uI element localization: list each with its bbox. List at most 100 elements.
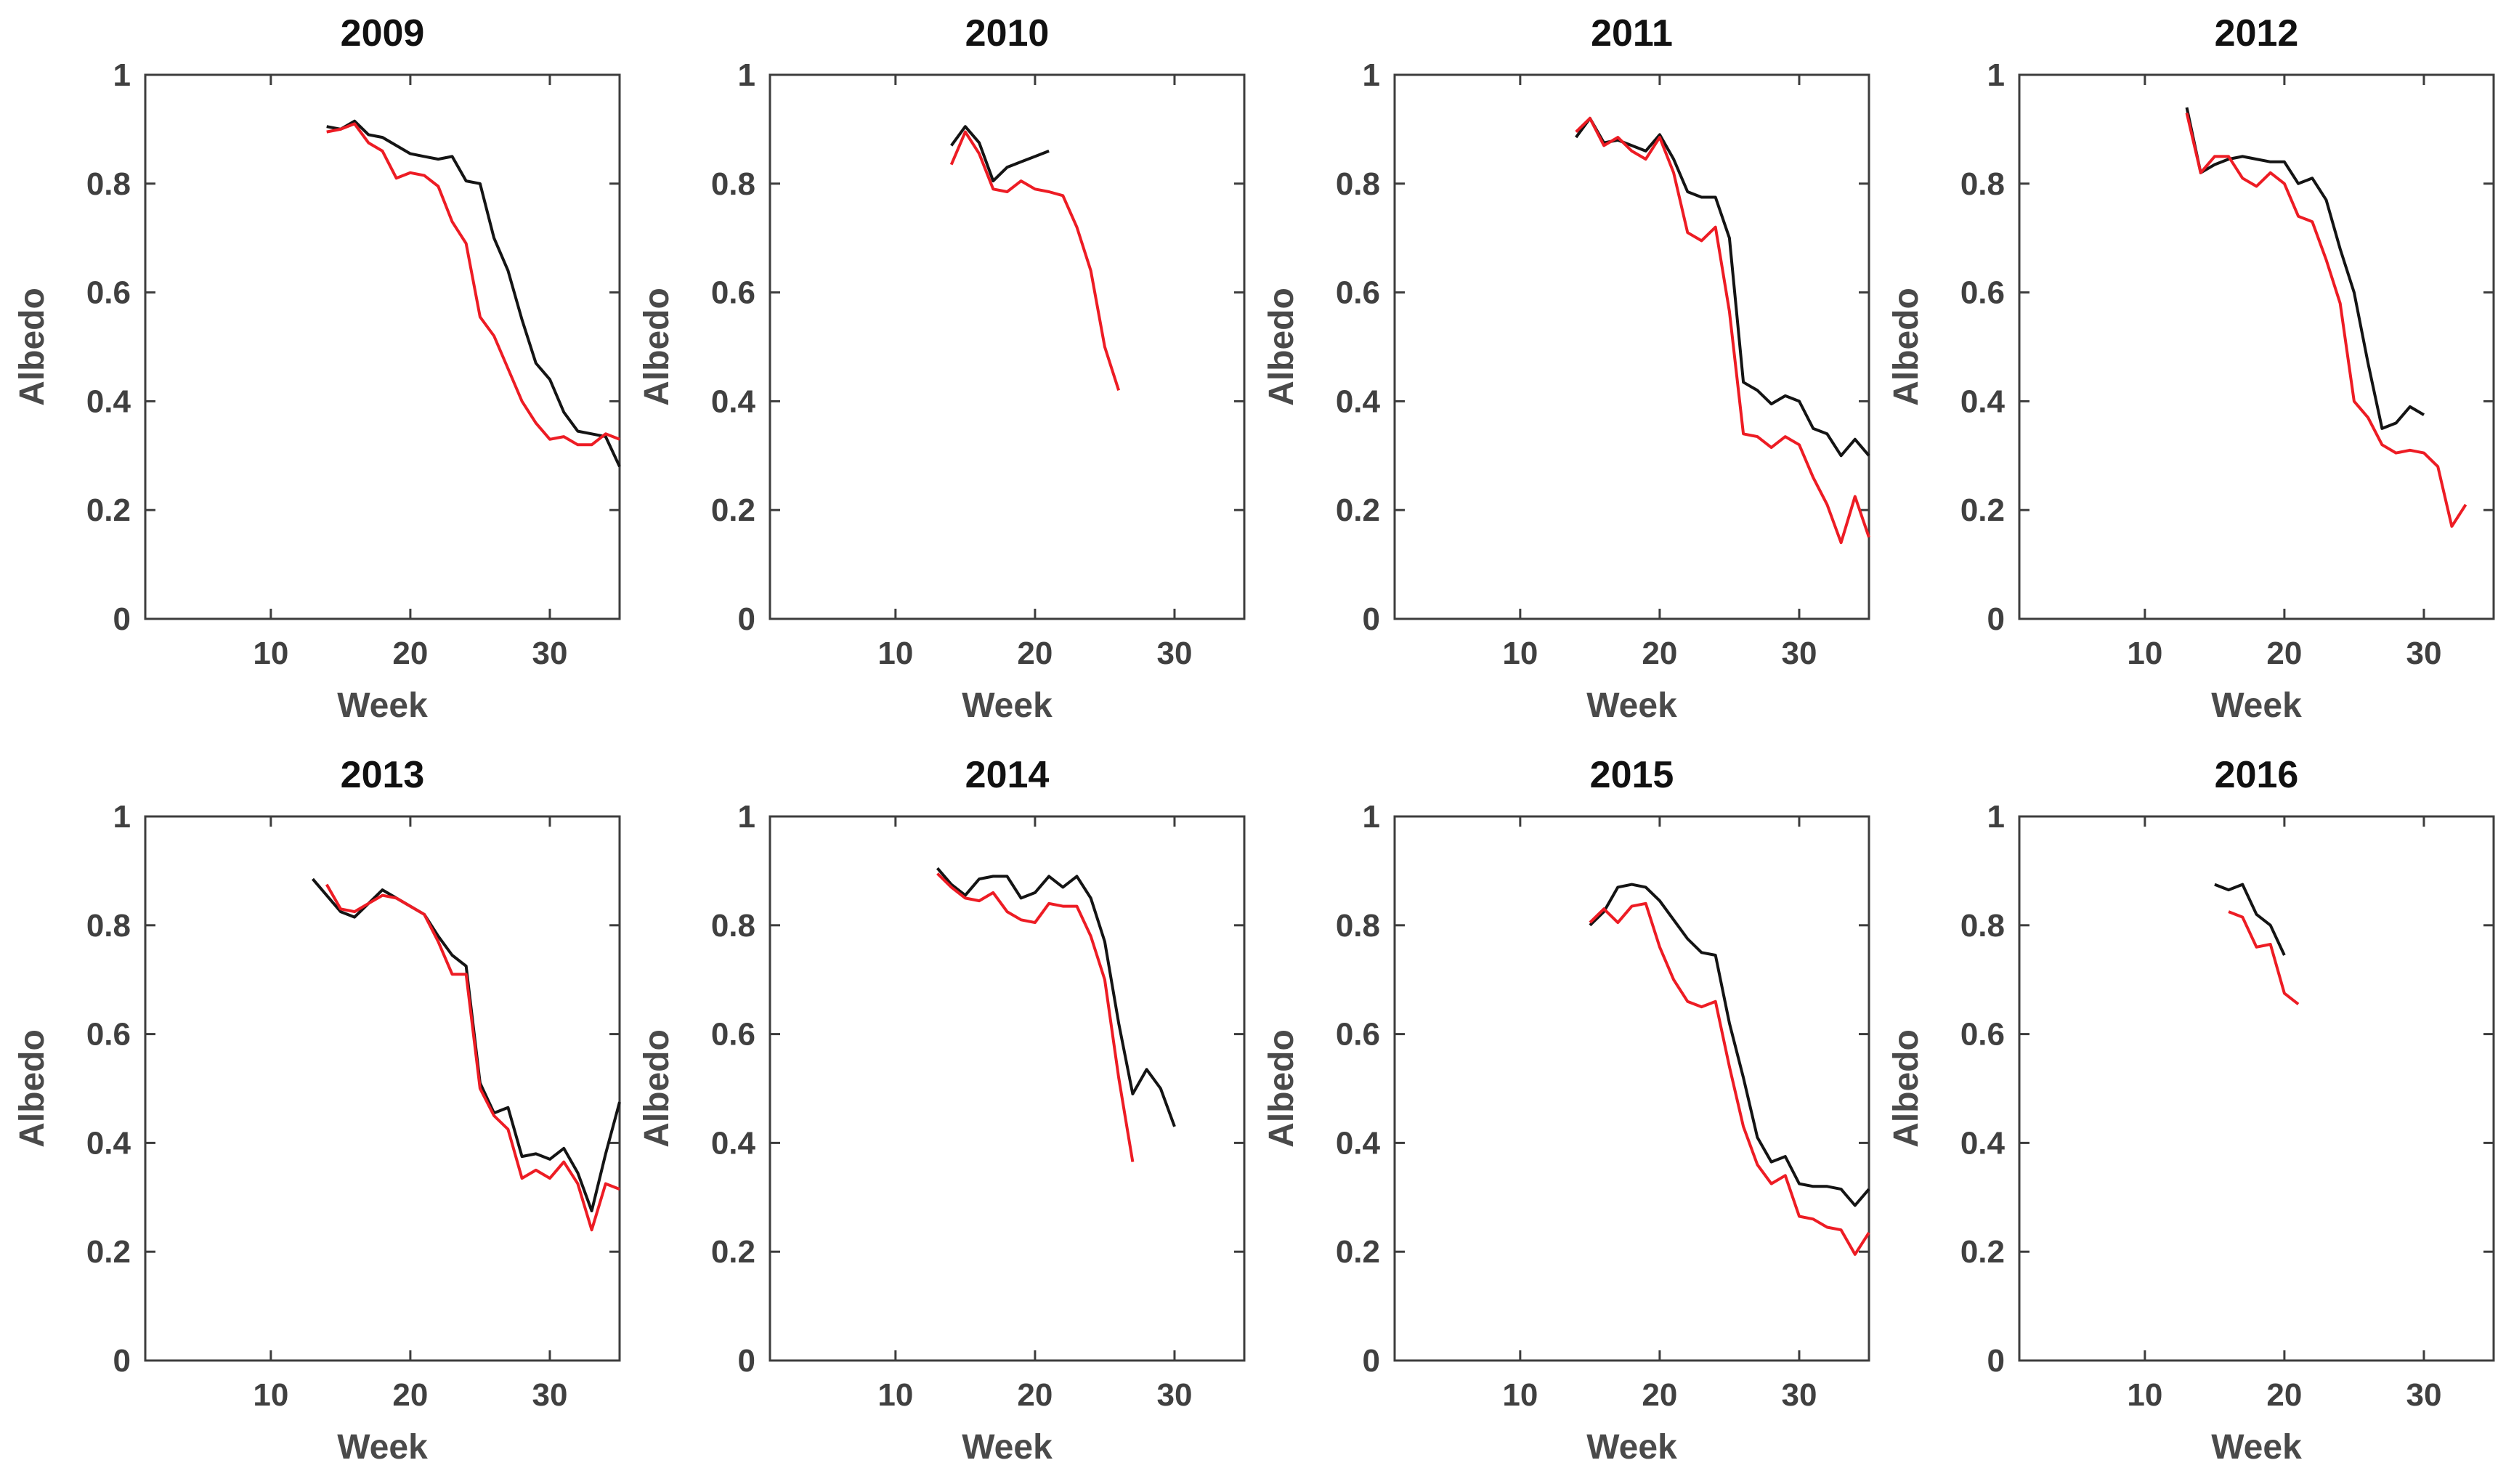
y-tick-label: 0.8 — [86, 908, 131, 944]
x-tick-label: 10 — [1502, 1377, 1538, 1413]
subplot-2010: 10 20 30 0 0.2 0.4 0.6 0.8 1 2010 Week Albedo — [625, 0, 1249, 742]
chart-canvas-2010: 10 20 30 0 0.2 0.4 0.6 0.8 1 2010 Week Albedo — [638, 12, 1246, 725]
x-tick-label: 10 — [253, 1377, 288, 1413]
x-tick-label: 10 — [2127, 1377, 2162, 1413]
y-tick-label: 0.8 — [1960, 166, 2005, 202]
chart-canvas-2013: 10 20 30 0 0.2 0.4 0.6 0.8 1 2013 Week Albedo — [13, 754, 621, 1467]
x-tick-label: 20 — [392, 1377, 428, 1413]
y-axis-label: Albedo — [1887, 288, 1926, 406]
y-tick-label: 0.2 — [711, 492, 755, 528]
subplot-2012: 10 20 30 0 0.2 0.4 0.6 0.8 1 2012 Week Albedo — [1874, 0, 2498, 742]
y-tick-label: 0.2 — [1960, 1234, 2005, 1270]
subplot-2009: 10 20 30 0 0.2 0.4 0.6 0.8 1 2009 Week Albedo — [0, 0, 625, 742]
x-tick-label: 30 — [1156, 636, 1192, 671]
chart-canvas-2011: 10 20 30 0 0.2 0.4 0.6 0.8 1 2011 Week Albedo — [1262, 12, 1870, 725]
chart-title: 2012 — [2215, 12, 2299, 54]
chart-title: 2014 — [965, 754, 1050, 796]
y-tick-label: 0.8 — [1336, 166, 1380, 202]
y-tick-label: 0.8 — [86, 166, 131, 202]
chart-title: 2009 — [341, 12, 425, 54]
subplot-2013: 10 20 30 0 0.2 0.4 0.6 0.8 1 2013 Week Albedo — [0, 742, 625, 1483]
y-axis-label: Albedo — [13, 288, 52, 406]
y-tick-label: 0.4 — [86, 1125, 131, 1161]
y-tick-label: 0.2 — [1960, 492, 2005, 528]
x-tick-label: 10 — [877, 636, 913, 671]
x-axis-label: Week — [337, 686, 428, 725]
x-tick-label: 30 — [532, 1377, 567, 1413]
series-line-black — [936, 867, 1176, 1127]
series-line-red — [325, 883, 620, 1232]
x-tick-label: 30 — [1156, 1377, 1192, 1413]
series-line-red — [949, 130, 1121, 392]
y-tick-label: 0 — [1987, 601, 2005, 637]
y-tick-label: 1 — [113, 799, 131, 835]
axes-box — [769, 815, 1246, 1362]
y-tick-label: 0.2 — [711, 1234, 755, 1270]
y-tick-label: 0 — [1363, 1343, 1380, 1379]
x-axis-label: Week — [1586, 686, 1677, 725]
y-tick-label: 0.4 — [1336, 1125, 1381, 1161]
series-line-black — [950, 125, 1050, 183]
x-tick-label: 10 — [253, 636, 288, 671]
series-line-black — [2214, 883, 2286, 956]
axes-box — [1393, 73, 1870, 620]
x-tick-label: 20 — [392, 636, 428, 671]
x-tick-label: 20 — [2266, 1377, 2302, 1413]
series-line-black — [2185, 107, 2425, 430]
x-tick-label: 10 — [2127, 636, 2162, 671]
axes-box — [2018, 73, 2495, 620]
x-tick-label: 20 — [1642, 1377, 1677, 1413]
y-tick-label: 0.4 — [1336, 384, 1381, 419]
y-tick-label: 0 — [1363, 601, 1380, 637]
x-tick-label: 30 — [1781, 636, 1817, 671]
y-axis-label: Albedo — [13, 1029, 52, 1148]
chart-title: 2013 — [341, 754, 425, 796]
y-tick-label: 0.4 — [1960, 384, 2006, 419]
subplot-2016: 10 20 30 0 0.2 0.4 0.6 0.8 1 2016 Week Albedo — [1874, 742, 2498, 1483]
series-line-red — [2185, 112, 2467, 528]
chart-title: 2010 — [965, 12, 1050, 54]
chart-canvas-2009: 10 20 30 0 0.2 0.4 0.6 0.8 1 2009 Week Albedo — [13, 12, 621, 725]
x-tick-label: 30 — [2406, 636, 2441, 671]
y-tick-label: 0 — [738, 1343, 755, 1379]
subplot-2014: 10 20 30 0 0.2 0.4 0.6 0.8 1 2014 Week Albedo — [625, 742, 1249, 1483]
y-tick-label: 0 — [113, 601, 131, 637]
y-tick-label: 0.2 — [1336, 492, 1380, 528]
series-line-black — [1575, 116, 1870, 458]
y-axis-label: Albedo — [638, 1029, 676, 1148]
y-tick-label: 0.8 — [711, 908, 755, 944]
x-axis-label: Week — [337, 1428, 428, 1467]
chart-title: 2015 — [1590, 754, 1674, 796]
y-tick-label: 0.6 — [1960, 1017, 2005, 1053]
y-tick-label: 0 — [738, 601, 755, 637]
x-axis-label: Week — [2211, 1428, 2302, 1467]
y-tick-label: 0.4 — [1960, 1125, 2006, 1161]
x-tick-label: 20 — [1642, 636, 1677, 671]
y-tick-label: 0 — [113, 1343, 131, 1379]
x-tick-label: 30 — [2406, 1377, 2441, 1413]
y-tick-label: 0.8 — [1960, 908, 2005, 944]
y-tick-label: 0.6 — [1336, 275, 1380, 311]
chart-canvas-2012: 10 20 30 0 0.2 0.4 0.6 0.8 1 2012 Week Albedo — [1887, 12, 2495, 725]
y-axis-label: Albedo — [638, 288, 676, 406]
series-line-black — [326, 119, 621, 468]
series-line-red — [1589, 901, 1870, 1256]
y-axis-label: Albedo — [1262, 288, 1301, 406]
y-tick-label: 0.6 — [1336, 1017, 1380, 1053]
y-tick-label: 0.2 — [86, 1234, 131, 1270]
x-axis-label: Week — [1586, 1428, 1677, 1467]
chart-title: 2011 — [1591, 12, 1673, 54]
x-tick-label: 20 — [2266, 636, 2302, 671]
x-tick-label: 20 — [1017, 1377, 1053, 1413]
subplot-2015: 10 20 30 0 0.2 0.4 0.6 0.8 1 2015 Week Albedo — [1249, 742, 1874, 1483]
series-line-red — [1575, 116, 1870, 545]
x-axis-label: Week — [962, 686, 1053, 725]
y-tick-label: 1 — [1987, 57, 2005, 93]
y-tick-label: 1 — [1363, 799, 1380, 835]
y-tick-label: 0.8 — [711, 166, 755, 202]
chart-canvas-2016: 10 20 30 0 0.2 0.4 0.6 0.8 1 2016 Week Albedo — [1887, 754, 2495, 1467]
y-tick-label: 0.8 — [1336, 908, 1380, 944]
x-tick-label: 30 — [532, 636, 567, 671]
series-line-black — [311, 877, 621, 1212]
